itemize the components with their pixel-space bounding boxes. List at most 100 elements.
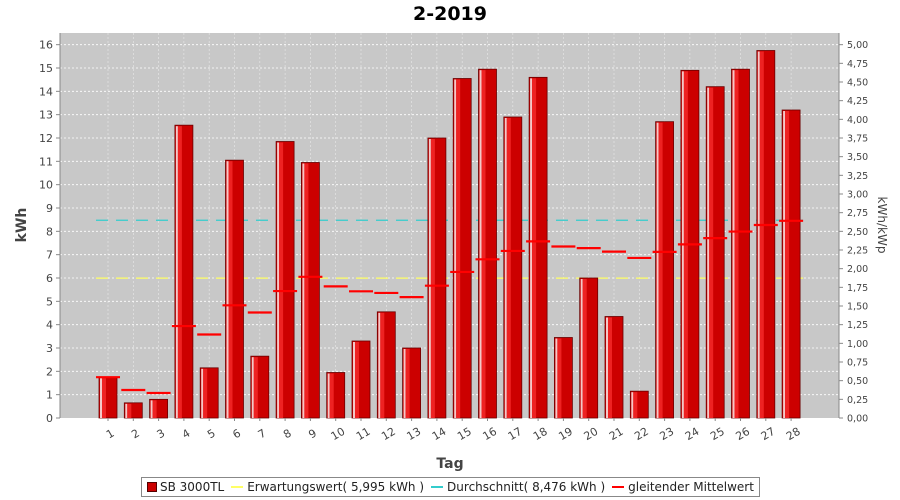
bar <box>579 277 599 419</box>
bar-shine <box>430 139 435 418</box>
bar <box>705 86 725 419</box>
y-tick-label: 12 <box>39 132 53 145</box>
bar-highlight <box>656 122 659 419</box>
bar-shine <box>532 78 537 418</box>
bar-highlight <box>403 349 406 418</box>
bar-shine <box>405 349 410 418</box>
legend-label-average: Durchschnitt( 8,476 kWh ) <box>447 480 606 494</box>
y-tick-label: 15 <box>39 62 53 75</box>
bar-highlight <box>226 161 229 418</box>
bar-highlight <box>378 312 381 418</box>
bar-shine <box>633 392 638 418</box>
y-tick-label: 3 <box>46 342 53 355</box>
bar <box>376 311 396 419</box>
legend-item-expected: Erwartungswert( 5,995 kWh ) <box>231 480 424 494</box>
y2-tick-label: 2,00 <box>847 264 868 275</box>
y2-tick-label: 2,50 <box>847 227 868 238</box>
x-tick-label: 6 <box>230 427 243 442</box>
y2-tick-label: 0,00 <box>847 414 868 425</box>
x-tick-label: 23 <box>658 425 677 443</box>
bar <box>300 162 320 419</box>
y-tick-label: 10 <box>39 179 53 192</box>
bar-series <box>98 50 801 419</box>
bar <box>402 347 422 419</box>
y-tick-label: 4 <box>46 319 53 332</box>
bar-shine <box>102 378 106 418</box>
legend-label-moving-average: gleitender Mittelwert <box>628 480 754 494</box>
x-tick-label: 2 <box>129 427 142 442</box>
x-tick-label: 26 <box>733 425 752 443</box>
legend-swatch-bars <box>147 482 157 492</box>
bar-highlight <box>100 378 102 418</box>
bar-highlight <box>150 400 153 418</box>
legend-item-bars: SB 3000TL <box>147 480 224 494</box>
bar-highlight <box>479 70 482 419</box>
bar-shine <box>785 111 790 418</box>
bar-highlight <box>606 317 608 418</box>
bar <box>427 137 447 419</box>
x-tick-label: 24 <box>683 425 702 443</box>
bar-shine <box>506 118 511 418</box>
bar-highlight <box>175 126 178 419</box>
x-tick-label: 7 <box>256 427 269 442</box>
bar <box>781 109 801 419</box>
y-tick-label: 13 <box>39 109 53 122</box>
bar-highlight <box>580 279 583 418</box>
bar <box>478 68 497 419</box>
x-tick-label: 27 <box>759 425 778 443</box>
bar-shine <box>481 70 486 419</box>
x-tick-label: 25 <box>708 425 727 443</box>
y-tick-label: 6 <box>46 272 53 285</box>
bar <box>528 76 548 419</box>
bar <box>731 68 750 419</box>
bar-shine <box>177 126 182 419</box>
bar-highlight <box>530 78 533 418</box>
bar <box>326 372 346 419</box>
bar-shine <box>304 163 309 418</box>
bar-shine <box>380 312 385 418</box>
y2-tick-label: 1,25 <box>847 320 868 331</box>
x-tick-label: 20 <box>582 425 601 443</box>
bar <box>199 367 219 419</box>
x-tick-label: 11 <box>354 425 373 443</box>
y-tick-label: 16 <box>39 39 53 52</box>
bar-highlight <box>732 70 735 419</box>
x-tick-label: 16 <box>480 425 499 443</box>
bar-shine <box>456 79 461 418</box>
y2-tick-label: 4,25 <box>847 96 868 107</box>
bar <box>98 376 118 419</box>
y2-axis-label: kWh/kWp <box>875 197 889 254</box>
y-tick-label: 0 <box>46 412 53 425</box>
bar <box>655 121 674 419</box>
legend-swatch-expected <box>231 486 244 488</box>
bar-highlight <box>428 139 431 418</box>
x-axis-ticks: 1 2 3 4 5 6 7 8 9 10 11 12 13 14 15 16 17 18 19 20 21 22 23 24 2… <box>104 418 803 443</box>
x-tick-label: 22 <box>632 425 651 443</box>
y2-tick-label: 0,50 <box>847 376 868 387</box>
y2-tick-label: 1,75 <box>847 283 868 294</box>
bar-highlight <box>302 163 305 418</box>
y-tick-label: 5 <box>46 295 53 308</box>
bar <box>756 50 776 419</box>
x-tick-label: 9 <box>306 427 319 442</box>
y2-tick-label: 2,75 <box>847 208 868 219</box>
x-axis-label: Tag <box>436 456 463 472</box>
bar-highlight <box>327 373 330 418</box>
legend-swatch-moving-average <box>612 486 625 488</box>
bar-shine <box>253 357 258 418</box>
y-tick-label: 8 <box>46 225 53 238</box>
y-axis-label: kWh <box>14 208 30 243</box>
y2-tick-label: 3,75 <box>847 134 868 145</box>
bar-highlight <box>353 342 355 418</box>
x-tick-label: 13 <box>405 425 424 443</box>
chart-title: 2-2019 <box>413 3 487 25</box>
bar <box>629 390 649 419</box>
bar-shine <box>582 279 587 418</box>
bar-shine <box>152 400 157 418</box>
y2-tick-label: 2,25 <box>847 246 868 257</box>
bar-shine <box>709 87 714 419</box>
y2-tick-label: 0,25 <box>847 395 868 406</box>
bar-shine <box>658 122 663 419</box>
